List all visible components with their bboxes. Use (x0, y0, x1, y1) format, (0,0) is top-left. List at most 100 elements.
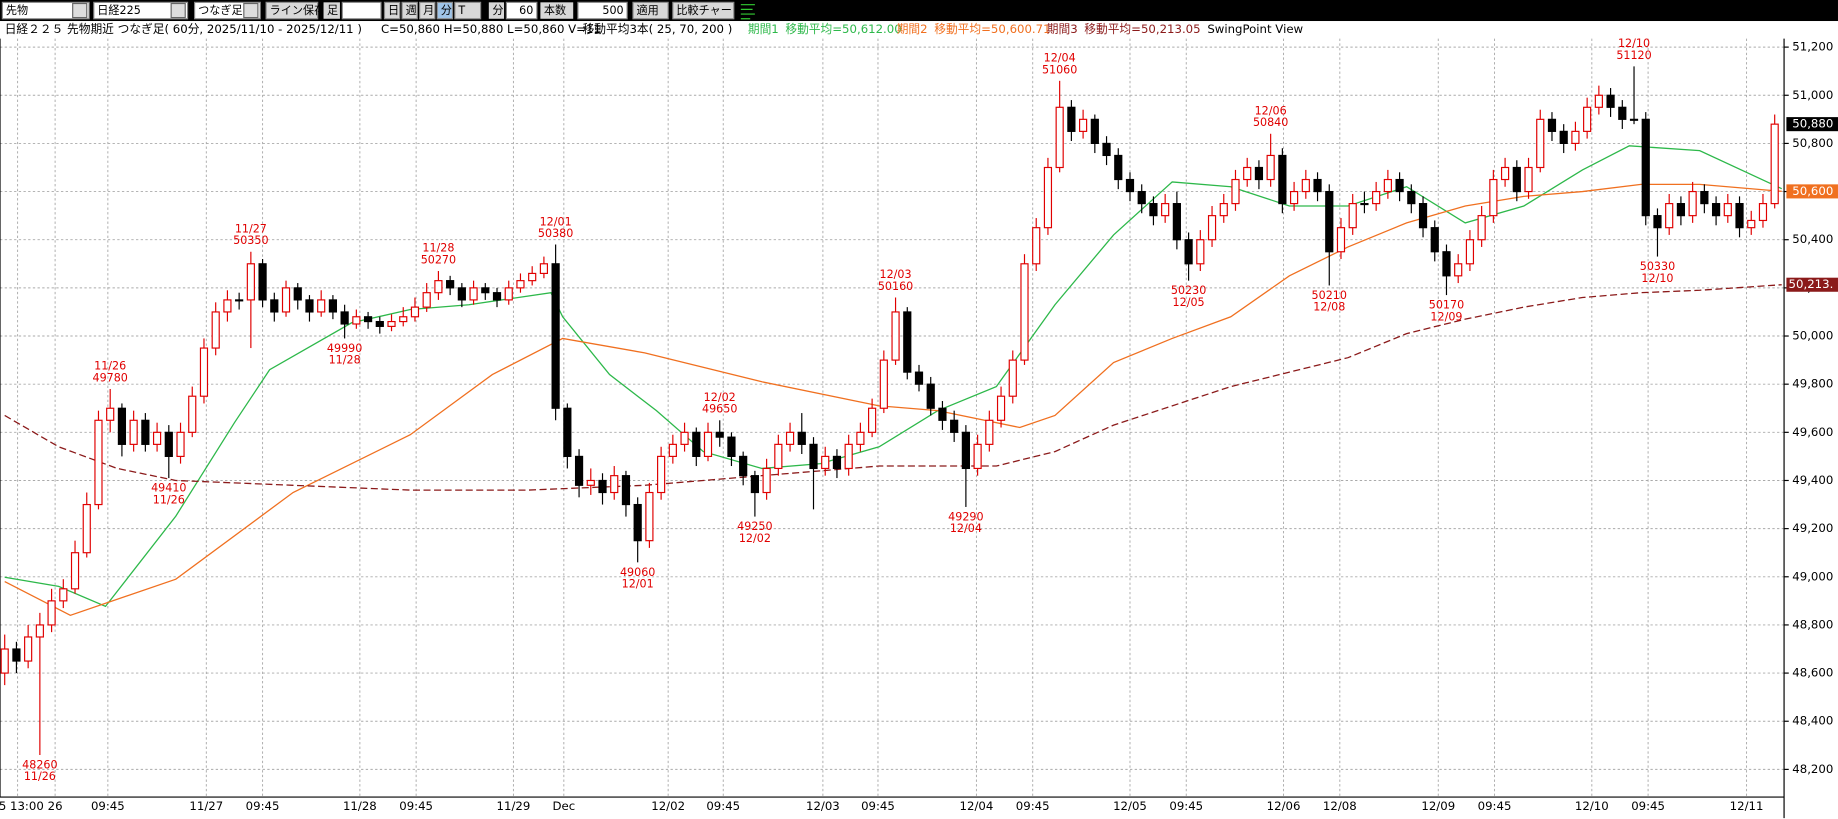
candle-body (1043, 166, 1053, 229)
y-tick-label: 48,200 (1792, 762, 1833, 776)
candle-body (1536, 118, 1545, 169)
candle-body (785, 431, 795, 445)
candle-body (891, 311, 900, 361)
candle-body (317, 299, 326, 313)
swing-price: 48260 (22, 758, 57, 771)
ma-line (4, 183, 1782, 617)
candle-body (1747, 219, 1756, 229)
y-tick-label: 49,400 (1792, 473, 1833, 487)
candle-body (1395, 178, 1404, 193)
swing-date: 12/01 (540, 215, 572, 228)
candle-body (481, 287, 490, 294)
y-tick-label: 50,400 (1792, 232, 1833, 246)
x-tick-label: 09:45 (1631, 799, 1665, 813)
candle-body (680, 431, 689, 445)
candle-body (1161, 203, 1170, 217)
candle-body (1325, 190, 1334, 253)
candle-body (1196, 239, 1205, 265)
x-tick-label: 09:45 (1016, 799, 1050, 813)
x-tick-label: 09:45 (861, 799, 895, 813)
dropdown-label: 日経225 (97, 4, 140, 17)
y-tick-label: 50,000 (1792, 329, 1833, 343)
candle-body (164, 431, 173, 457)
candle-body (1067, 106, 1076, 132)
x-tick-label: 12/06 (1267, 799, 1301, 813)
candle-body (551, 263, 560, 409)
info-text: C=50,860 H=50,880 L=50,860 V=11 (381, 22, 601, 36)
info-text: 移動平均3本( 25, 70, 200 ) (583, 22, 733, 36)
candle-body (469, 287, 478, 301)
candle-body (1289, 190, 1299, 205)
y-tick-label: 49,000 (1792, 569, 1833, 583)
input[interactable] (505, 1, 538, 20)
candle-body (246, 263, 255, 301)
candle-body (1594, 94, 1603, 108)
info-text: 移動平均=50,612.00 (785, 22, 901, 36)
candle-body (1618, 106, 1627, 120)
button[interactable] (672, 1, 735, 20)
candle-body (516, 280, 525, 289)
button[interactable] (265, 1, 319, 20)
swing-price: 50230 (1171, 284, 1206, 297)
candle-body (1055, 106, 1064, 169)
candle-body (1477, 215, 1486, 241)
candle-body (1219, 203, 1228, 217)
x-tick-label: 12/02 (651, 799, 685, 813)
candle-body (1266, 154, 1275, 181)
dropdown[interactable] (93, 1, 189, 20)
candle-body (1383, 178, 1392, 193)
x-tick-label: 09:45 (246, 799, 280, 813)
button[interactable] (454, 1, 482, 20)
candle-body (141, 419, 150, 445)
y-tick-label: 51,000 (1792, 88, 1833, 102)
button[interactable] (632, 1, 669, 20)
button[interactable] (419, 1, 436, 20)
input[interactable] (341, 1, 382, 20)
candle-body (1348, 203, 1357, 229)
button[interactable] (436, 1, 454, 20)
candle-body (59, 588, 68, 602)
swing-date: 12/10 (1641, 272, 1673, 285)
candle-body (35, 624, 44, 638)
candle-body (1008, 359, 1017, 397)
candle-body (0, 648, 9, 674)
swing-price: 49650 (702, 403, 737, 416)
candle-body (1243, 166, 1252, 181)
x-tick-label: 09:45 (91, 799, 125, 813)
candle-body (621, 475, 631, 506)
candle-body (727, 436, 736, 457)
x-tick-label: Dec (552, 799, 575, 813)
info-text: 期間3 (1047, 22, 1078, 36)
y-tick-label: 51,200 (1792, 40, 1833, 54)
swing-date: 12/09 (1430, 310, 1462, 323)
candle-body (305, 299, 314, 313)
price-tag-label: 50,213. (1789, 277, 1834, 291)
input[interactable] (577, 1, 628, 20)
candle-body (1711, 203, 1721, 217)
candle-body (434, 280, 443, 294)
candle-body (1114, 154, 1123, 181)
candle-body (1524, 166, 1533, 193)
button[interactable] (383, 1, 401, 20)
button[interactable] (401, 1, 418, 20)
candle-body (598, 479, 607, 494)
swing-price: 50270 (421, 253, 456, 266)
candle-body (352, 316, 361, 325)
candle-body (563, 407, 572, 457)
x-tick-label: 09:45 (399, 799, 433, 813)
candle-body (868, 407, 877, 433)
swing-price: 51120 (1616, 49, 1651, 62)
candle-body (1313, 178, 1322, 193)
candle-body (1372, 190, 1381, 205)
dropdown[interactable] (1, 1, 90, 20)
candle-body (926, 383, 935, 409)
candle-body (1606, 94, 1615, 108)
candle-body (1336, 227, 1346, 253)
candle-body (938, 407, 947, 421)
y-tick-label: 49,800 (1792, 377, 1833, 391)
candle-body (528, 272, 537, 282)
candle-body (1207, 215, 1217, 241)
candle-body (293, 287, 302, 301)
swing-date: 11/26 (24, 770, 56, 783)
candle-body (492, 292, 502, 301)
